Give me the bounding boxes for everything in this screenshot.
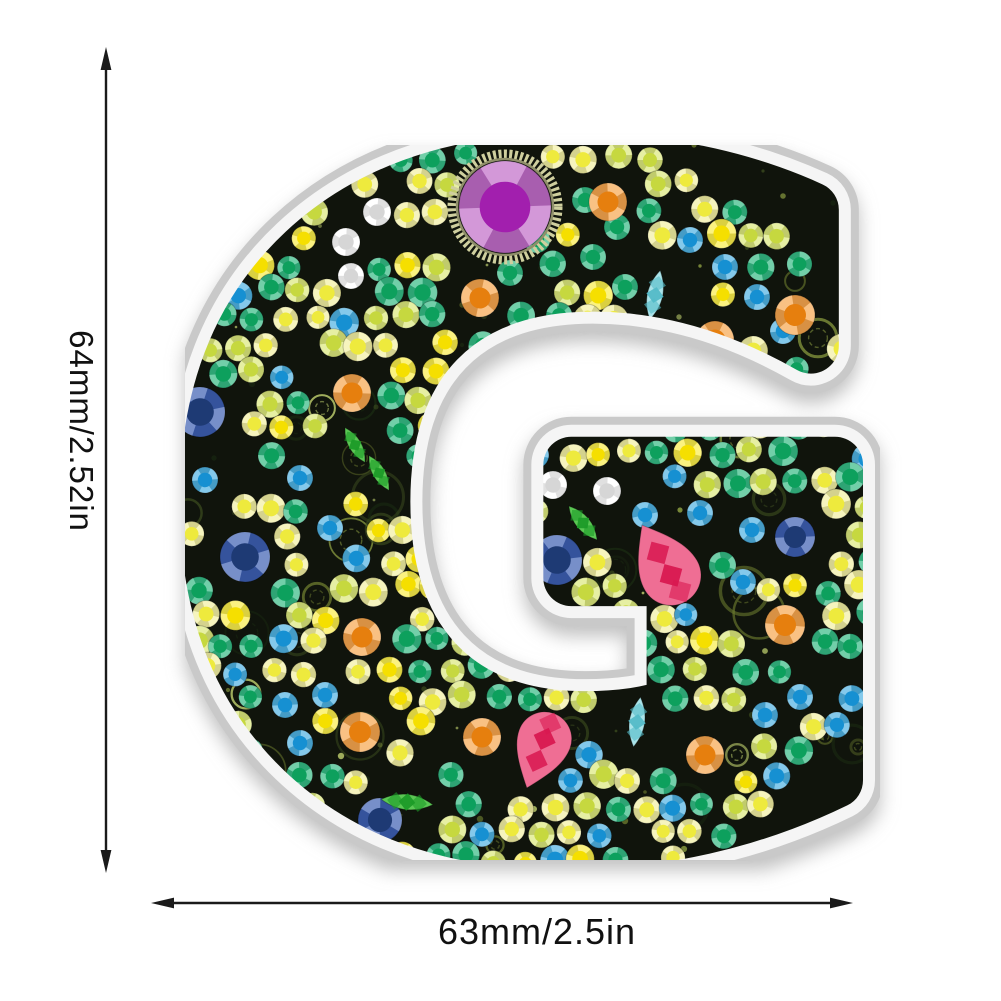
width-dimension-label: 63mm/2.5in bbox=[437, 911, 637, 952]
height-dimension-arrow bbox=[100, 47, 112, 873]
diamond-painting-letter-g: G G G bbox=[185, 145, 880, 860]
arrow-up-icon bbox=[100, 47, 112, 70]
letter-gem-fill bbox=[185, 145, 880, 860]
width-dimension-arrow bbox=[151, 897, 853, 909]
arrow-right-icon bbox=[830, 897, 853, 909]
arrow-left-icon bbox=[151, 897, 174, 909]
height-dimension-label: 64mm/2.52in bbox=[63, 330, 100, 532]
arrow-down-icon bbox=[100, 850, 112, 873]
